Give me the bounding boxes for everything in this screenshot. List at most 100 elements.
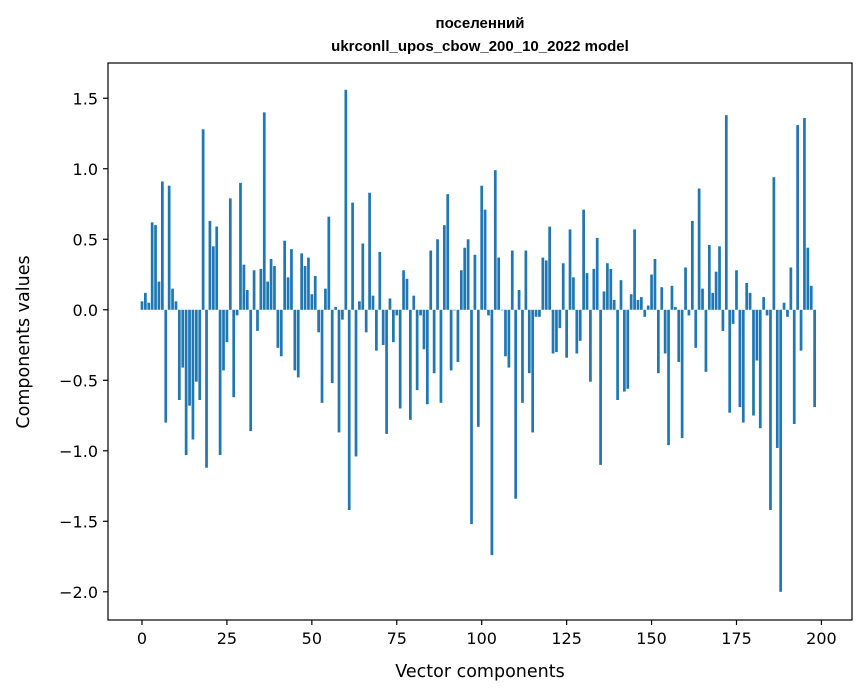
bar — [259, 268, 263, 310]
bar — [694, 309, 698, 348]
bar — [616, 309, 619, 401]
bar — [273, 266, 276, 310]
bar — [769, 309, 772, 511]
bar — [755, 309, 759, 361]
bar — [657, 309, 660, 374]
bar — [527, 309, 531, 374]
bar — [786, 309, 789, 317]
bar — [296, 309, 300, 378]
x-tick-label: 50 — [302, 629, 322, 648]
bar — [235, 309, 239, 316]
bar — [215, 226, 219, 310]
bar — [269, 259, 273, 310]
bar — [772, 177, 776, 310]
bar — [368, 192, 371, 310]
bar — [327, 216, 331, 310]
bar — [517, 290, 521, 310]
bar — [640, 297, 643, 310]
bar — [799, 309, 803, 351]
bar — [177, 309, 181, 401]
bar — [147, 302, 151, 310]
bar — [320, 309, 324, 403]
bar — [354, 309, 358, 457]
bar — [293, 309, 297, 371]
x-tick-label: 100 — [466, 629, 497, 648]
bar — [194, 309, 198, 382]
y-tick-label: 1.0 — [73, 160, 98, 179]
bar — [758, 309, 762, 429]
bar — [307, 257, 310, 310]
bar — [741, 309, 745, 423]
bar — [521, 309, 524, 403]
y-tick-label: 0.5 — [73, 230, 98, 249]
bar — [470, 309, 473, 525]
bar — [453, 309, 456, 311]
bar — [395, 309, 399, 316]
bar — [809, 285, 813, 310]
y-tick-label: −1.5 — [59, 512, 98, 531]
bar — [487, 309, 490, 316]
x-tick-label: 150 — [636, 629, 667, 648]
y-tick-label: −1.0 — [59, 442, 98, 461]
bar — [140, 301, 144, 310]
bar — [164, 309, 168, 423]
bar — [599, 309, 602, 465]
bar — [239, 182, 242, 310]
bar — [718, 246, 721, 310]
plot-frame — [107, 62, 853, 621]
bar — [534, 309, 538, 317]
bar — [480, 185, 484, 310]
bar — [429, 250, 433, 310]
x-tick-label: 125 — [551, 629, 582, 648]
bar — [463, 247, 467, 310]
bar — [775, 309, 779, 448]
bar — [171, 288, 174, 310]
bar — [330, 309, 334, 384]
bar — [687, 309, 691, 316]
y-tick-label: 0.0 — [73, 301, 98, 320]
bar — [402, 270, 405, 310]
bar — [337, 309, 341, 433]
bar — [568, 229, 572, 310]
bar — [595, 237, 599, 310]
y-axis-ticks: 1.5 1.0 0.5 0.0 −0.5 −1.0 −1.5 −2.0 — [59, 89, 108, 602]
bar — [283, 240, 287, 310]
bar — [602, 291, 606, 310]
bar — [670, 285, 674, 310]
bar — [609, 268, 613, 310]
bar — [249, 309, 253, 432]
x-axis-ticks: 0 25 50 75 100 125 150 175 200 — [137, 620, 837, 648]
bar — [466, 239, 470, 310]
bar — [612, 299, 616, 310]
bar — [619, 280, 623, 310]
bar — [724, 115, 728, 310]
bar — [735, 270, 738, 310]
bar — [555, 309, 558, 353]
bar — [252, 270, 256, 310]
bar — [680, 309, 684, 439]
bar — [476, 309, 480, 427]
bar — [208, 220, 212, 310]
bar — [378, 251, 382, 310]
bar — [174, 301, 178, 310]
bar — [303, 266, 307, 310]
bar — [266, 281, 270, 310]
bar — [422, 309, 426, 350]
bar — [432, 309, 436, 374]
bar — [317, 309, 320, 333]
bar — [415, 309, 419, 391]
chart-subtitle: ukrconll_upos_cbow_200_10_2022 model — [331, 38, 629, 55]
bar — [704, 309, 708, 372]
bar — [232, 309, 236, 398]
bar — [222, 309, 225, 371]
y-tick-label: −2.0 — [59, 583, 98, 602]
bar — [446, 194, 450, 310]
x-tick-label: 75 — [387, 629, 407, 648]
bar — [510, 250, 514, 310]
bar — [188, 309, 191, 406]
bars-group — [140, 89, 816, 592]
bar — [731, 309, 735, 324]
bar — [344, 89, 348, 310]
bar — [748, 292, 752, 310]
bar — [745, 282, 749, 310]
